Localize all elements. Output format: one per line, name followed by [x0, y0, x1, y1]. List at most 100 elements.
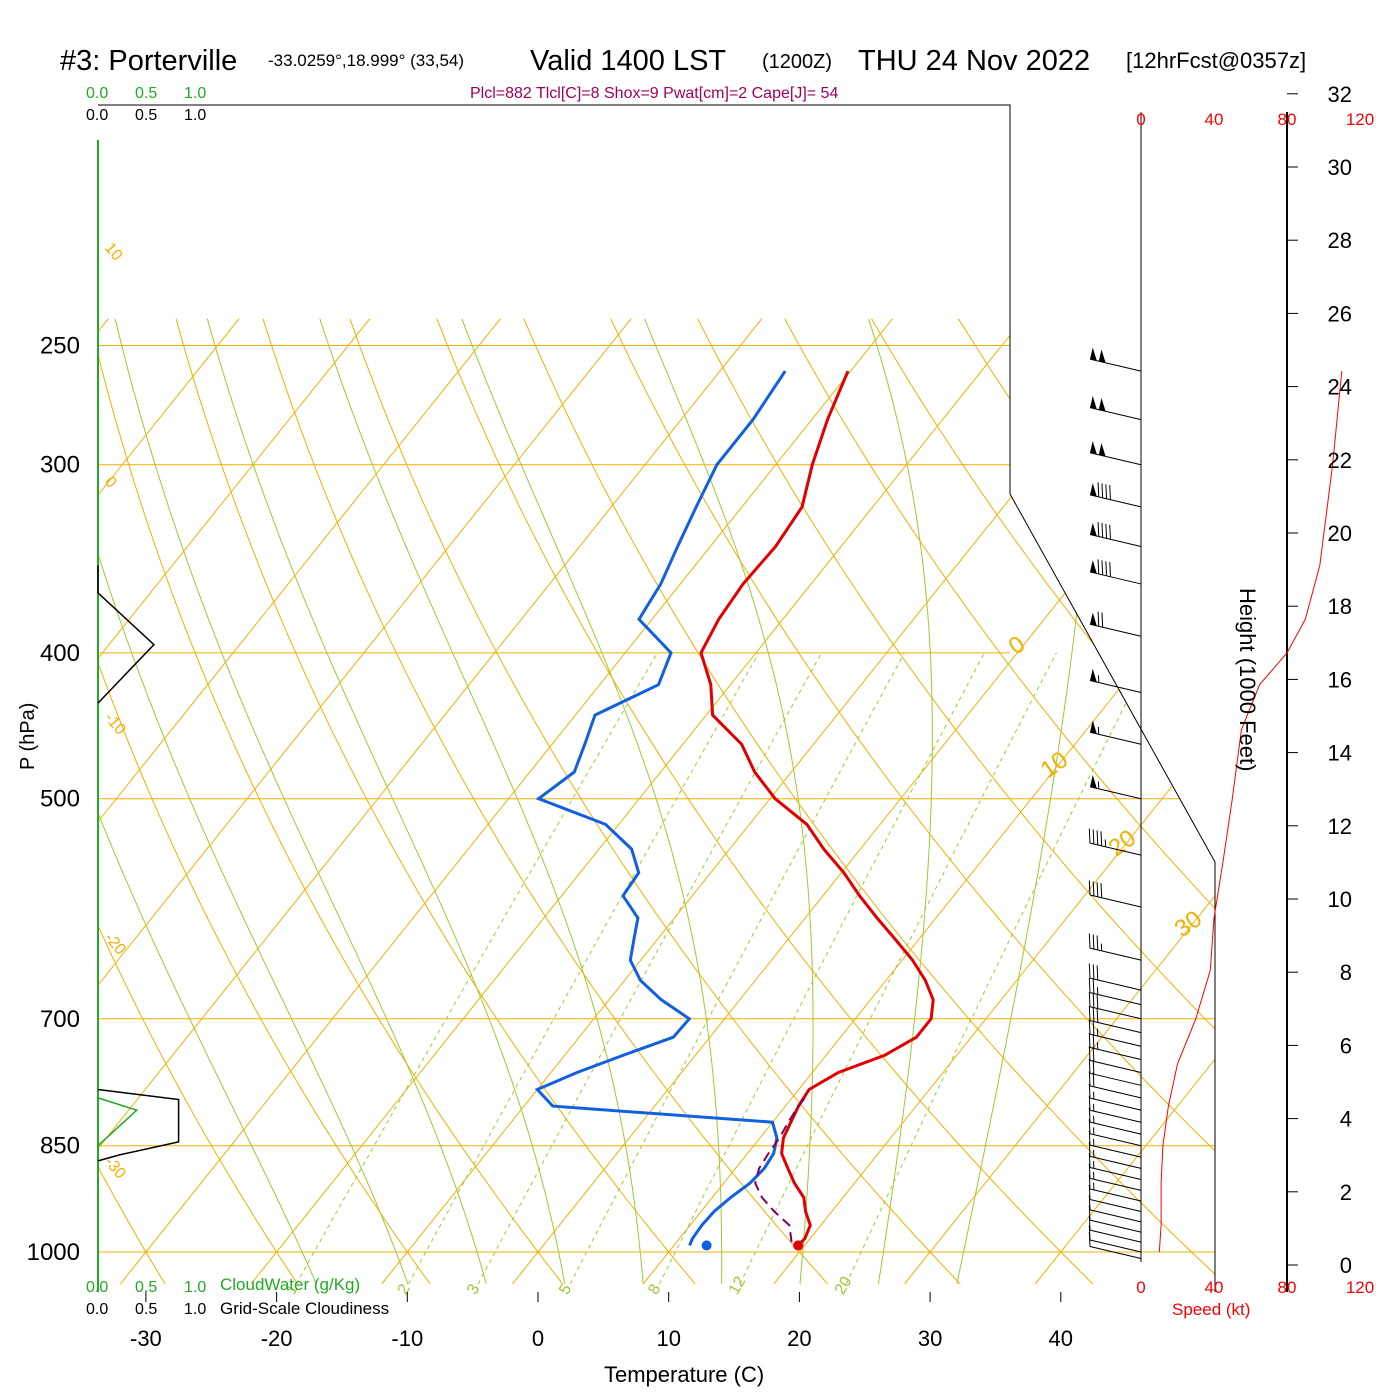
wind-barb-staff: [1089, 1006, 1142, 1020]
wind-barb: [1089, 482, 1142, 508]
speed-tick-label: 80: [1278, 110, 1297, 129]
mixing-ratio-label: 8: [645, 1281, 664, 1297]
isotherm-line: [119, 318, 893, 1285]
dry-adiabat-line: [871, 318, 1215, 1285]
wind-barb-flag: [1105, 484, 1108, 499]
dewpoint-line: [534, 370, 787, 1246]
wind-barb: [1088, 1163, 1142, 1191]
height-tick-label: 8: [1340, 960, 1352, 985]
wind-barb-staff: [1089, 1033, 1142, 1047]
cloud-profile: [97, 565, 180, 1162]
mixing-ratio-line: [408, 652, 760, 1285]
wind-barb-flag: [1100, 883, 1103, 898]
wind-barb-flag: [1088, 1152, 1091, 1168]
height-tick-label: 22: [1328, 448, 1352, 473]
wind-barb-flag: [1088, 1231, 1091, 1247]
wind-barb-flag: [1088, 933, 1091, 949]
wind-barb-staff: [1089, 731, 1142, 745]
wind-barb-flag: [1105, 561, 1108, 576]
dry-adiabat-line: [436, 318, 1094, 1285]
wind-barb: [1088, 978, 1142, 1006]
grid-cloudiness-line: [97, 565, 180, 1162]
height-tick-label: 28: [1328, 228, 1352, 253]
wind-barb-flag: [1088, 963, 1091, 979]
wind-barb: [1088, 828, 1142, 856]
wind-barb-staff: [1089, 1060, 1142, 1074]
wind-barb-staff: [1089, 1209, 1142, 1223]
wind-barb-flag: [1092, 1059, 1095, 1075]
x-tick-label: 40: [1049, 1326, 1073, 1351]
wind-barb-flag: [1088, 1083, 1091, 1099]
moist-adiabat-line: [98, 318, 317, 1285]
dry-adiabat-label: -30: [101, 1154, 129, 1183]
isotherm-label: 0: [1004, 631, 1031, 661]
isotherm-line: [381, 318, 1155, 1285]
x-tick-label: -10: [391, 1326, 423, 1351]
mixing-ratio-label: 5: [556, 1281, 575, 1297]
wind-barb-flag: [1092, 1006, 1095, 1022]
wind-barb-staff: [1089, 1229, 1142, 1243]
wind-barb-staff: [1089, 623, 1142, 637]
cloud-water-scale-top: 0.5: [135, 85, 157, 102]
wind-barb-staff: [1089, 1239, 1142, 1253]
wind-barb: [1088, 1130, 1142, 1158]
wind-barb: [1089, 775, 1142, 800]
wind-barb-flag: [1097, 482, 1100, 497]
wind-barb-flag: [1088, 978, 1091, 993]
dry-adiabat-line: [1219, 319, 1400, 1284]
isotherm-line: [250, 318, 1024, 1285]
wind-barb: [1088, 1095, 1142, 1123]
wind-barb-staff: [1089, 494, 1142, 508]
grid-cloudiness-label: Grid-Scale Cloudiness: [220, 1299, 389, 1318]
x-axis-label: Temperature (C): [604, 1362, 764, 1387]
isotherm-line: [98, 318, 632, 1285]
wind-barb-staff: [1089, 358, 1142, 372]
wind-barb-flag: [1088, 1019, 1091, 1035]
isotherm-line: [1034, 318, 1215, 1285]
wind-barb-flag: [1096, 994, 1099, 1009]
cloudiness-scale-bottom: 1.0: [184, 1301, 206, 1318]
wind-barb-flag: [1088, 992, 1091, 1007]
y-axis-label: P (hPa): [17, 703, 39, 770]
speed-tick-label: 120: [1346, 1278, 1374, 1297]
height-tick-label: 16: [1328, 667, 1352, 692]
wind-barb-flag: [1096, 830, 1099, 845]
wind-barb-flag: [1088, 1130, 1091, 1146]
wind-barb-flag: [1096, 965, 1099, 980]
wind-barb-flag: [1097, 559, 1100, 575]
wind-barb-flag: [1096, 935, 1099, 951]
wind-barb-pennant: [1090, 612, 1097, 626]
height-tick-label: 20: [1328, 521, 1352, 546]
wind-barb-flag: [1092, 881, 1095, 896]
mixing-ratio-label: 2: [395, 1281, 414, 1297]
wind-barb: [1088, 992, 1142, 1020]
wind-barb-staff: [1089, 452, 1142, 466]
wind-barb: [1088, 933, 1142, 961]
dry-adiabat-line: [175, 318, 696, 1285]
wind-barb: [1088, 1006, 1142, 1034]
cloud-water-line: [97, 1097, 139, 1147]
forecast-label: [12hrFcst@0357z]: [1126, 48, 1306, 73]
wind-barb-staff: [1089, 1188, 1142, 1202]
surface-temperature-dot: [793, 1240, 804, 1251]
wind-barb-flag: [1088, 1107, 1091, 1123]
wind-barb-flag: [1088, 828, 1091, 844]
dry-adiabat-line: [1306, 319, 1400, 1284]
height-tick-label: 30: [1328, 155, 1352, 180]
cloud-water-scale-bottom: 0.0: [86, 1279, 108, 1296]
isotherm-line: [904, 318, 1215, 1285]
wind-barb-pennant: [1098, 443, 1106, 457]
wind-barb-staff: [1089, 894, 1142, 908]
mixing-ratio-line: [659, 652, 985, 1285]
wind-barb: [1089, 668, 1142, 693]
isotherm-line: [98, 318, 763, 1285]
dry-adiabat-line: [98, 318, 298, 1285]
valid-date: THU 24 Nov 2022: [858, 45, 1090, 77]
isotherms: [98, 318, 1215, 1285]
moist-adiabat-line: [868, 318, 933, 1284]
dry-adiabat-line: [523, 318, 1215, 1285]
wind-barb-pennant: [1090, 347, 1097, 361]
wind-barb: [1089, 720, 1142, 745]
isotherm-line: [98, 318, 240, 1285]
